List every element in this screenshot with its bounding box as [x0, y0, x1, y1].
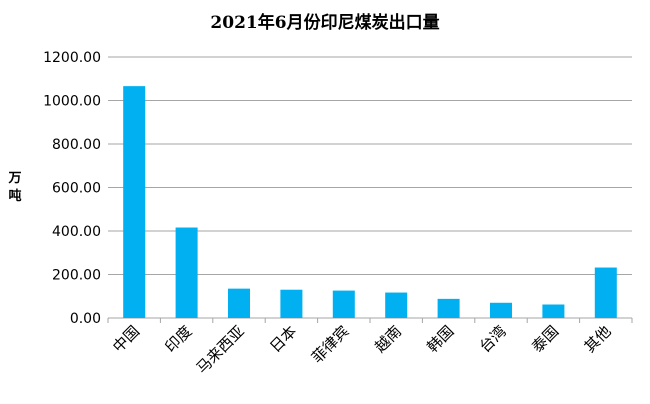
chart-title: 2021年6月份印尼煤炭出口量 [210, 13, 440, 33]
x-tick-label: 马来西亚 [193, 322, 248, 377]
bar [489, 302, 513, 318]
y-tick-label: 1000.00 [43, 94, 101, 110]
bar [437, 298, 460, 318]
y-tick-label: 600.00 [52, 181, 101, 197]
x-tick-label: 菲律宾 [308, 322, 353, 367]
x-tick-label: 韩国 [423, 322, 457, 356]
x-tick-label: 印度 [161, 322, 195, 356]
y-tick-label: 1200.00 [43, 50, 101, 66]
x-tick-label: 日本 [266, 322, 300, 356]
bar [227, 288, 251, 318]
bar [280, 289, 303, 318]
y-tick-label: 400.00 [52, 224, 101, 240]
x-tick-label: 越南 [371, 322, 405, 356]
y-axis-label: 万吨 [8, 171, 22, 204]
x-tick-label: 台湾 [476, 322, 510, 356]
bar [175, 227, 198, 318]
bar [332, 290, 355, 318]
bar [123, 86, 146, 319]
y-tick-label: 800.00 [52, 137, 101, 153]
x-tick-label: 其他 [581, 322, 615, 356]
bar [385, 292, 408, 318]
y-tick-label: 200.00 [52, 268, 101, 284]
bar [594, 267, 617, 318]
bar [542, 304, 565, 318]
x-tick-label: 中国 [109, 322, 143, 356]
x-tick-label: 泰国 [528, 322, 562, 356]
y-tick-label: 0.00 [70, 311, 101, 327]
